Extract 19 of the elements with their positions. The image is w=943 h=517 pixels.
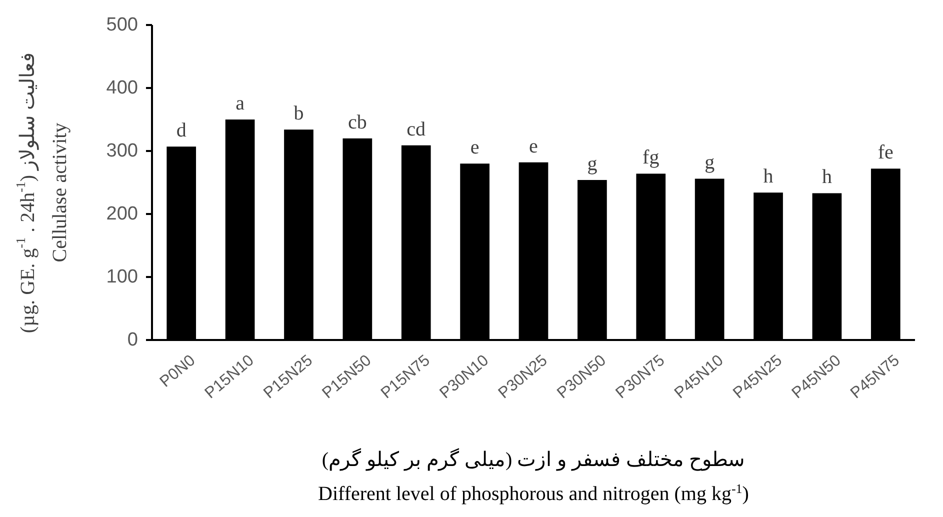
data-label: h [763, 166, 774, 188]
data-label: g [704, 152, 715, 174]
data-label: e [529, 135, 538, 158]
y-tick-label: 400 [106, 78, 138, 98]
data-label: a [236, 92, 245, 114]
data-label: cb [348, 111, 367, 134]
y-tick-label: 200 [106, 204, 138, 224]
data-label: h [822, 166, 832, 188]
data-label: g [587, 152, 598, 175]
y-tick-label: 500 [106, 14, 138, 36]
data-label: b [294, 102, 304, 125]
data-label: e [470, 136, 480, 159]
y-tick-label: 0 [127, 330, 138, 350]
y-tick-label: 300 [106, 140, 138, 162]
data-label: cd [406, 118, 426, 140]
data-label: fe [878, 142, 894, 164]
data-label: fg [642, 146, 660, 169]
y-tick-label: 100 [106, 266, 138, 288]
data-label: d [176, 120, 186, 142]
